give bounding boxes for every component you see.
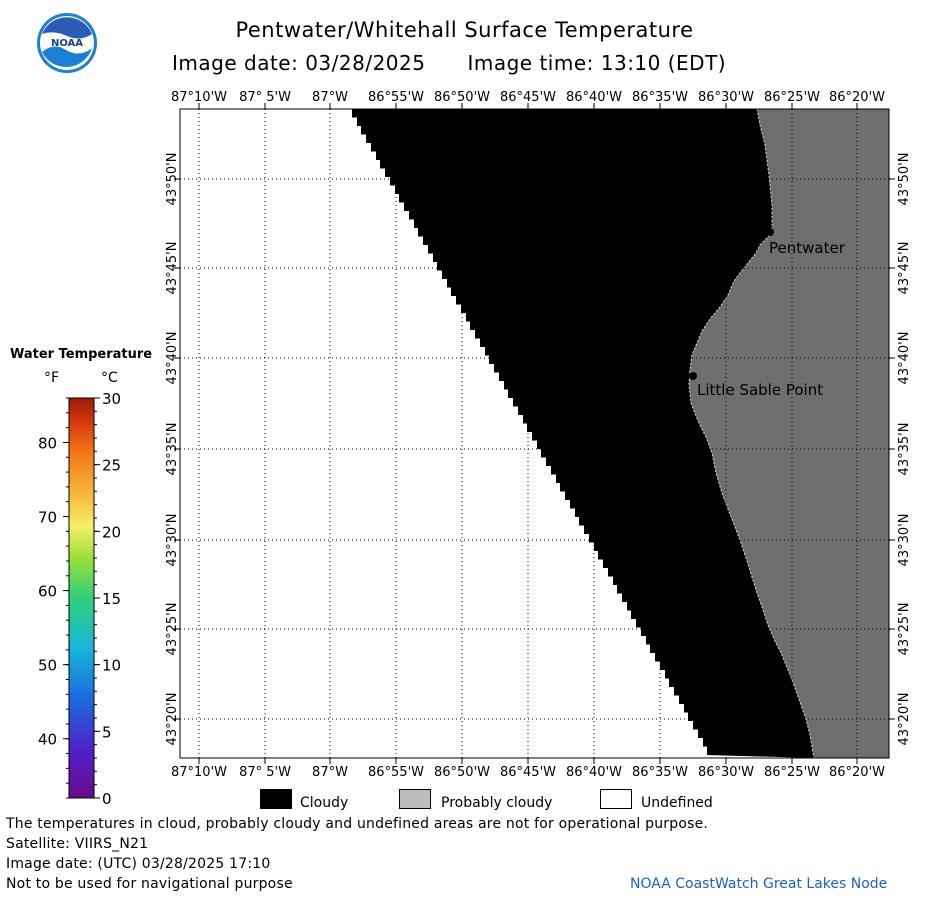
place-marker <box>689 372 697 380</box>
lon-label-top: 86°25'W <box>764 90 820 105</box>
colorbar-label-f: 40 <box>38 731 57 749</box>
lon-label-top: 87°W <box>312 90 348 105</box>
navigation-warning: Not to be used for navigational purpose <box>6 876 293 892</box>
legend-label-undefined: Undefined <box>641 795 713 811</box>
colorbar-label-f: 60 <box>38 583 57 601</box>
lat-label-right: 43°20'N <box>897 693 912 746</box>
colorbar-label-c: 25 <box>102 457 121 475</box>
legend-label-cloudy: Cloudy <box>300 795 349 811</box>
colorbar-label-c: 10 <box>102 657 121 675</box>
probably-cloudy-area <box>689 109 889 758</box>
lat-label-right: 43°30'N <box>897 514 912 567</box>
lon-label-top: 86°45'W <box>500 90 556 105</box>
svg-text:NOAA: NOAA <box>51 38 83 49</box>
noaa-logo: NOAA <box>37 13 97 73</box>
page-title: Pentwater/Whitehall Surface Temperature <box>235 18 694 42</box>
lat-label-right: 43°40'N <box>897 332 912 385</box>
lon-label-bottom: 87°W <box>312 765 348 780</box>
place-label: Pentwater <box>769 239 846 257</box>
colorbar-label-f: 80 <box>38 434 57 452</box>
image-datetime: Image date: 03/28/2025 Image time: 13:10 … <box>172 51 726 75</box>
utc-date-text: Image date: (UTC) 03/28/2025 17:10 <box>6 856 271 872</box>
lon-label-bottom: 86°55'W <box>368 765 424 780</box>
map-frame <box>179 108 890 759</box>
lon-label-bottom: 86°35'W <box>632 765 688 780</box>
lat-label-right: 43°45'N <box>897 242 912 295</box>
colorbar-label-c: 20 <box>102 523 121 541</box>
colorbar-title: Water Temperature <box>10 347 153 362</box>
lat-label-right: 43°25'N <box>897 603 912 656</box>
lon-label-bottom: 86°20'W <box>829 765 885 780</box>
lon-label-top: 87°10'W <box>171 90 227 105</box>
legend-swatch-probably-cloudy <box>399 789 431 809</box>
legend-swatch-undefined <box>600 789 632 809</box>
lon-label-top: 86°30'W <box>698 90 754 105</box>
lon-label-bottom: 86°30'W <box>698 765 754 780</box>
lon-label-bottom: 87°10'W <box>171 765 227 780</box>
image-time: Image time: 13:10 (EDT) <box>467 51 727 75</box>
image-date: Image date: 03/28/2025 <box>172 51 426 75</box>
coastline <box>688 108 815 759</box>
lon-label-bottom: 86°50'W <box>434 765 490 780</box>
lon-label-bottom: 86°40'W <box>566 765 622 780</box>
lat-label-left: 43°50'N <box>165 153 180 206</box>
lon-label-top: 86°50'W <box>434 90 490 105</box>
credit-text: NOAA CoastWatch Great Lakes Node <box>630 876 888 892</box>
legend-swatch-cloudy <box>260 789 292 809</box>
colorbar-label-c: 30 <box>102 390 121 408</box>
lat-label-right: 43°35'N <box>897 423 912 476</box>
lat-label-left: 43°35'N <box>165 423 180 476</box>
lon-label-top: 86°40'W <box>566 90 622 105</box>
lon-label-top: 86°55'W <box>368 90 424 105</box>
lat-label-left: 43°40'N <box>165 332 180 385</box>
place-marker <box>766 228 774 236</box>
colorbar-label-f: 70 <box>38 509 57 527</box>
colorbar-unit-c: °C <box>101 370 118 386</box>
lon-label-top: 87° 5'W <box>239 90 291 105</box>
lat-label-left: 43°30'N <box>165 514 180 567</box>
colorbar-label-f: 50 <box>38 657 57 675</box>
colorbar-unit-f: °F <box>44 370 60 386</box>
cloudy-area <box>352 109 814 758</box>
legend-label-probably-cloudy: Probably cloudy <box>441 795 553 811</box>
lon-label-bottom: 86°25'W <box>764 765 820 780</box>
lat-label-right: 43°50'N <box>897 153 912 206</box>
lat-label-left: 43°45'N <box>165 242 180 295</box>
disclaimer-text: The temperatures in cloud, probably clou… <box>6 816 709 832</box>
lon-label-top: 86°35'W <box>632 90 688 105</box>
colorbar-gradient <box>68 397 95 799</box>
map: 87°10'W 87° 5'W 87°W 86°55'W 86°50'W 86°45'W 8… <box>165 90 912 780</box>
lon-label-top: 86°20'W <box>829 90 885 105</box>
colorbar-label-c: 5 <box>102 723 112 741</box>
lon-label-bottom: 87° 5'W <box>239 765 291 780</box>
colorbar-label-c: 15 <box>102 590 121 608</box>
lat-label-left: 43°20'N <box>165 693 180 746</box>
colorbar-label-c: 0 <box>102 790 112 808</box>
lat-label-left: 43°25'N <box>165 603 180 656</box>
satellite-text: Satellite: VIIRS_N21 <box>6 836 149 852</box>
place-label: Little Sable Point <box>697 381 823 399</box>
lon-label-bottom: 86°45'W <box>500 765 556 780</box>
